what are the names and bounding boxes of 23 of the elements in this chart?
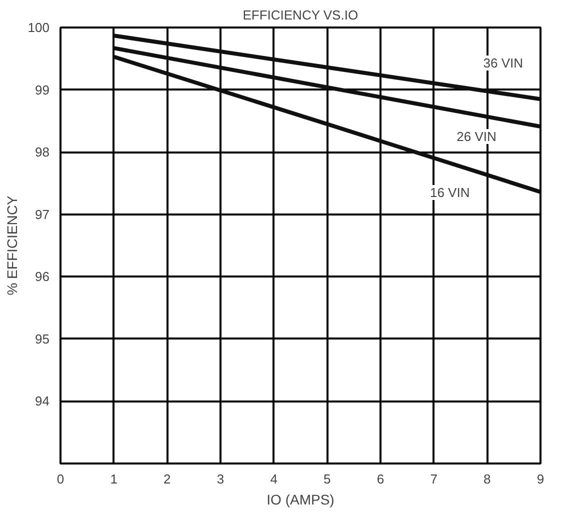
annotation: 26 VIN (456, 129, 496, 144)
x-tick-label: 8 (484, 472, 491, 486)
x-tick-label: 1 (110, 472, 118, 486)
x-tick-label: 9 (536, 472, 544, 486)
y-tick-label: 97 (35, 206, 50, 222)
x-axis-title: IO (AMPS) (266, 492, 334, 508)
y-tick-label: 100 (28, 20, 50, 35)
y-tick-label: 95 (35, 331, 50, 346)
x-tick-label: 6 (376, 472, 384, 486)
x-tick-label: 4 (270, 472, 278, 486)
y-tick-label: 94 (35, 394, 50, 409)
annotation: 16 VIN (430, 185, 470, 200)
x-tick-label: 5 (324, 472, 331, 486)
x-tick-label: 0 (56, 472, 64, 486)
y-tick-label: 96 (35, 269, 50, 284)
annotation: 36 VIN (483, 56, 524, 71)
x-tick-label: 7 (430, 472, 438, 486)
x-tick-label: 3 (216, 472, 224, 486)
y-tick-label: 99 (35, 82, 50, 98)
x-tick-label: 2 (164, 472, 171, 486)
chart-title: EFFICIENCY VS.IO (242, 8, 358, 22)
y-axis-title: % EFFICIENCY (4, 195, 20, 296)
y-tick-label: 98 (35, 144, 50, 160)
